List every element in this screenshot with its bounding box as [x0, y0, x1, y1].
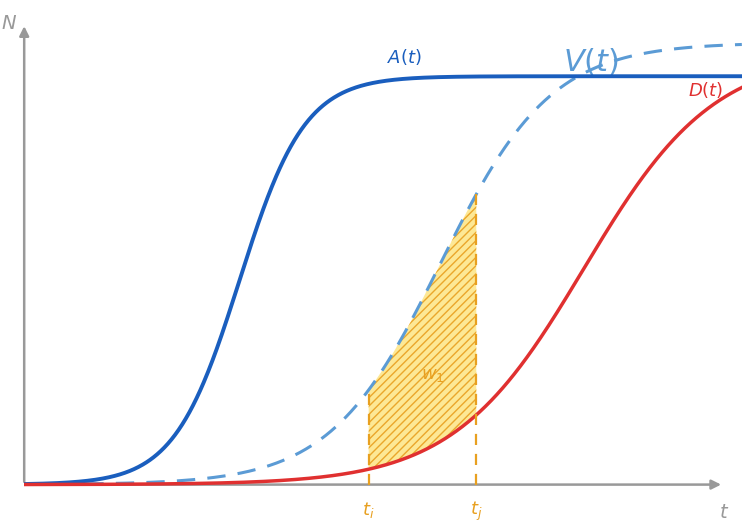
Text: $V(t)$: $V(t)$ — [563, 47, 619, 77]
Text: t: t — [720, 503, 727, 522]
Text: $t_i$: $t_i$ — [363, 500, 375, 520]
Text: N: N — [1, 14, 16, 33]
Text: $A(t)$: $A(t)$ — [387, 47, 422, 67]
Text: $w_1$: $w_1$ — [421, 366, 445, 384]
Text: $D(t)$: $D(t)$ — [689, 80, 724, 101]
Text: $t_j$: $t_j$ — [470, 500, 483, 523]
